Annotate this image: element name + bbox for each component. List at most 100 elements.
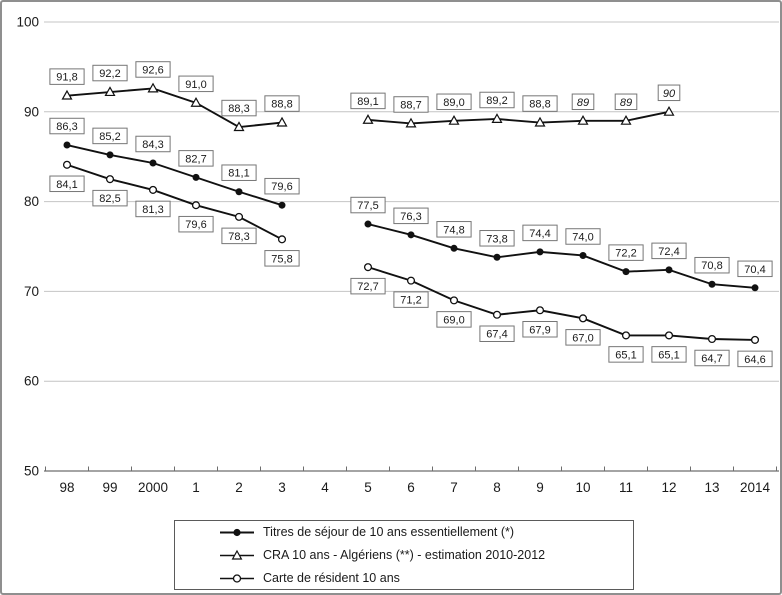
data-point-marker (708, 280, 716, 288)
y-tick-label: 90 (24, 104, 39, 119)
data-label: 70,4 (737, 260, 773, 278)
data-label: 84,1 (49, 175, 85, 193)
data-label: 69,0 (436, 311, 472, 328)
svg-text:65,1: 65,1 (615, 349, 636, 361)
data-point-marker (233, 121, 245, 132)
legend-item-cra-10-ans: CRA 10 ans - Algériens (**) - estimation… (219, 545, 633, 566)
series-line (66, 163, 283, 241)
data-point-marker (149, 159, 157, 167)
x-tick-label: 1 (192, 480, 200, 495)
data-label: 79,6 (178, 215, 214, 233)
legend-marker-filled-circle-icon (220, 528, 254, 536)
axis-layer (44, 466, 779, 472)
svg-text:82,7: 82,7 (185, 153, 206, 165)
data-labels-layer: 86,3 85,2 84,3 82,7 81,1 79,6 77,5 76,3 74,8 73,8… (49, 61, 773, 368)
x-tick-label: 12 (661, 480, 676, 495)
svg-text:79,6: 79,6 (271, 181, 292, 193)
svg-text:79,6: 79,6 (185, 219, 206, 231)
data-point-marker (534, 116, 546, 127)
svg-text:65,1: 65,1 (658, 349, 679, 361)
data-point-marker (234, 212, 244, 221)
svg-text:74,8: 74,8 (443, 224, 464, 236)
series-2-open-triangle (61, 82, 675, 132)
data-point-marker (105, 175, 115, 184)
data-point-marker (104, 86, 116, 97)
series-line (367, 110, 670, 125)
data-point-marker (577, 114, 589, 125)
data-point-marker (707, 334, 717, 344)
data-label: 90 (657, 84, 681, 102)
data-point-marker (106, 151, 114, 159)
svg-text:76,3: 76,3 (400, 211, 421, 223)
data-point-marker (363, 263, 373, 272)
svg-text:88,8: 88,8 (529, 99, 550, 111)
data-point-marker (448, 114, 460, 125)
data-label: 89,0 (436, 93, 472, 111)
data-point-marker (276, 116, 288, 127)
data-label: 88,3 (221, 99, 257, 117)
svg-text:70,8: 70,8 (701, 260, 722, 272)
svg-text:72,7: 72,7 (357, 281, 378, 293)
data-point-marker (536, 248, 544, 256)
data-label: 71,2 (393, 291, 429, 308)
data-point-marker (407, 231, 415, 239)
data-label: 74,4 (522, 224, 558, 242)
data-label: 89 (614, 93, 638, 111)
data-label: 72,4 (651, 242, 687, 260)
data-label: 88,7 (393, 96, 429, 113)
data-point-marker (147, 82, 159, 93)
data-point-marker (449, 296, 459, 305)
svg-text:73,8: 73,8 (486, 233, 507, 245)
data-label: 70,8 (694, 256, 730, 274)
data-label: 86,3 (49, 117, 85, 135)
svg-text:92,6: 92,6 (142, 64, 163, 76)
data-label: 84,3 (135, 135, 171, 153)
svg-text:82,5: 82,5 (99, 193, 120, 205)
data-label: 81,1 (221, 164, 257, 181)
x-tick-label: 13 (704, 480, 719, 495)
x-tick-label: 2 (235, 480, 243, 495)
data-label: 89,2 (479, 91, 515, 109)
data-point-marker (578, 314, 588, 323)
data-label: 82,7 (178, 150, 214, 167)
legend-label: Carte de résident 10 ans (263, 571, 400, 585)
data-label: 77,5 (350, 196, 386, 214)
svg-text:89,1: 89,1 (357, 96, 378, 108)
svg-text:67,9: 67,9 (529, 324, 550, 336)
series-line (367, 223, 756, 289)
data-label: 91,0 (178, 75, 214, 93)
data-point-marker (405, 117, 417, 128)
series-line (367, 266, 756, 341)
svg-text:84,3: 84,3 (142, 139, 163, 151)
data-point-marker (579, 251, 587, 259)
legend-item-carte-de-resident: Carte de résident 10 ans (219, 568, 633, 589)
data-point-marker (362, 114, 374, 124)
y-tick-label: 80 (24, 194, 39, 209)
svg-text:74,4: 74,4 (529, 228, 550, 240)
svg-text:91,8: 91,8 (56, 72, 77, 84)
x-tick-label: 98 (59, 480, 74, 495)
data-point-marker (192, 173, 200, 181)
svg-text:89: 89 (620, 97, 632, 109)
series-line (66, 87, 283, 129)
svg-text:78,3: 78,3 (228, 231, 249, 243)
svg-text:70,4: 70,4 (744, 264, 765, 276)
svg-text:64,6: 64,6 (744, 354, 765, 366)
svg-text:92,2: 92,2 (99, 68, 120, 80)
svg-text:71,2: 71,2 (400, 295, 421, 307)
data-label: 74,0 (565, 228, 601, 245)
data-point-marker (190, 96, 202, 107)
svg-text:77,5: 77,5 (357, 200, 378, 212)
data-point-marker (750, 335, 760, 344)
data-label: 92,6 (135, 61, 171, 78)
y-tick-label: 60 (24, 374, 39, 389)
data-label: 81,3 (135, 200, 171, 218)
data-label: 89,1 (350, 92, 386, 110)
data-point-marker (191, 201, 201, 210)
legend-marker-open-triangle-icon (220, 549, 254, 560)
x-tick-label: 99 (102, 480, 117, 495)
x-tick-label: 2000 (138, 480, 168, 495)
svg-text:90: 90 (663, 88, 676, 100)
